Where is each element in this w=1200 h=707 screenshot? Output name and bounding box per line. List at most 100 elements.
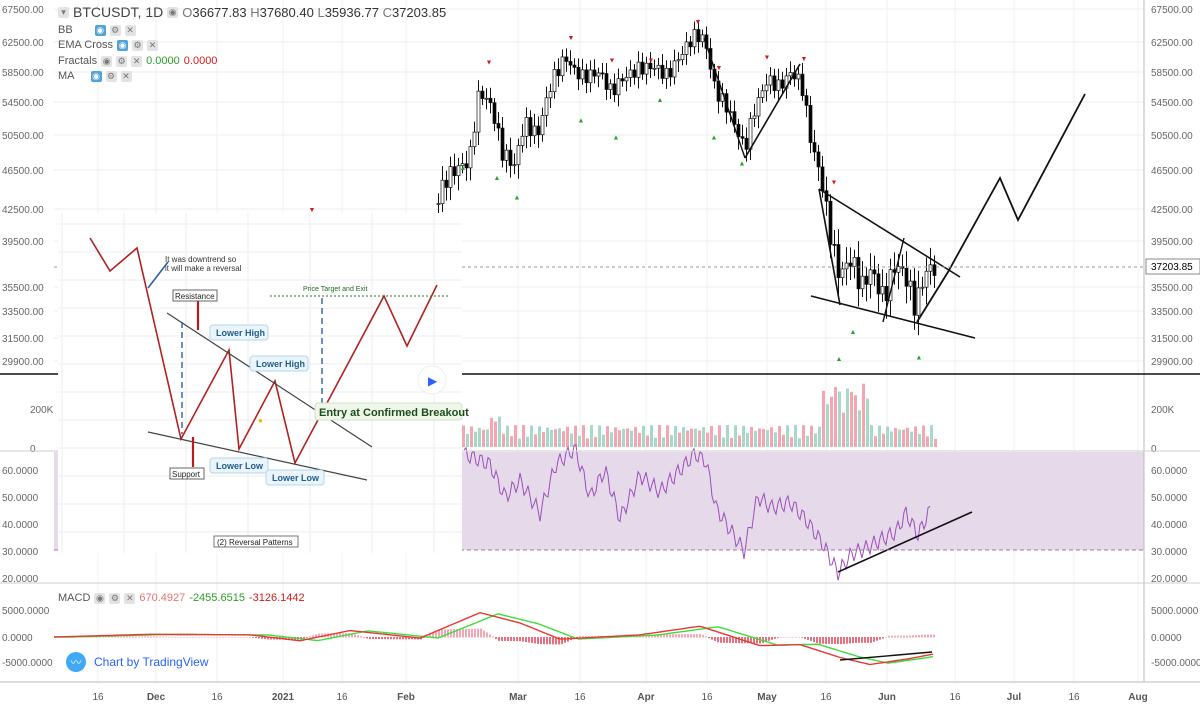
gear-icon[interactable]: ⚙ <box>109 24 121 36</box>
candle-body <box>548 91 553 99</box>
candle-body <box>764 84 769 92</box>
candle-body <box>760 90 765 98</box>
resistance-label: Resistance <box>175 292 215 301</box>
close-icon[interactable]: ✕ <box>147 39 159 51</box>
macd-histogram-bar <box>138 636 140 638</box>
gear-icon[interactable]: ⚙ <box>109 592 121 604</box>
star-mark: ● <box>258 416 263 425</box>
price-tick-left: 31500.00 <box>2 334 44 345</box>
volume-bar <box>690 428 693 447</box>
candle-body <box>472 131 477 148</box>
macd-histogram-bar <box>456 629 458 638</box>
macd-histogram-bar <box>234 636 236 638</box>
close-icon[interactable]: ✕ <box>131 55 143 67</box>
macd-histogram-bar <box>738 637 740 644</box>
macd-histogram-bar <box>315 634 317 638</box>
volume-bar <box>766 430 769 447</box>
candle-body <box>476 90 481 133</box>
candle-body <box>464 163 469 169</box>
macd-histogram-bar <box>660 634 662 638</box>
macd-histogram-bar <box>360 636 362 638</box>
fractal-marks: ▼ ▼ ▼ ▼ ▼ ▼ ▼ ▼ ▼ ▲ ▲ ▲ ▲ ▲ ▲ ▲ ▲ ▲ ▲ ▲ ▼ <box>309 19 923 363</box>
volume-bar <box>694 428 697 447</box>
price-tick-right: 67500.00 <box>1151 5 1193 16</box>
macd-histogram-bar <box>672 634 674 638</box>
candle-body <box>600 72 605 75</box>
close-icon[interactable]: ✕ <box>124 592 136 604</box>
fractal-down-mark: ▲ <box>494 175 501 182</box>
candle-body <box>608 83 613 90</box>
time-axis: 16 Dec 16 2021 16 Feb Mar 16 Apr 16 May 16 Jun 16 Jul 1… <box>0 681 1200 703</box>
macd-histogram-bar <box>135 636 137 638</box>
candle-body <box>448 166 453 188</box>
macd-histogram-bar <box>507 637 509 642</box>
volume-bar <box>526 436 529 447</box>
macd-histogram-bar <box>285 637 287 640</box>
lower-low-label: Lower Low <box>216 461 264 471</box>
macd-histogram-bar <box>669 634 671 638</box>
macd-histogram-bar <box>303 637 305 639</box>
volume-bar <box>758 428 761 447</box>
fractal-up-mark: ▼ <box>309 207 316 214</box>
macd-histogram-bar <box>249 636 251 638</box>
collapse-icon[interactable]: ▾ <box>58 6 69 18</box>
close-icon[interactable]: ✕ <box>124 24 136 36</box>
candle-body <box>560 56 565 77</box>
macd-histogram-bar <box>390 637 392 640</box>
volume-bar <box>654 437 657 447</box>
macd-histogram-bar <box>861 637 863 643</box>
volume-bar <box>594 437 597 447</box>
candle-body <box>612 83 617 96</box>
macd-histogram-bar <box>510 637 512 642</box>
tradingview-badge[interactable]: 〰 Chart by TradingView <box>66 652 209 672</box>
candle-body <box>652 67 657 70</box>
candle-body <box>672 60 677 78</box>
eye-icon[interactable]: ◉ <box>94 24 106 36</box>
macd-histogram-bar <box>906 635 908 638</box>
legend-bb: BB ◉ ⚙ ✕ <box>58 24 136 36</box>
candle-body <box>664 67 669 79</box>
macd-histogram-bar <box>222 636 224 638</box>
macd-histogram-bar <box>441 629 443 638</box>
eye-icon[interactable]: ◉ <box>167 6 179 18</box>
volume-bar <box>778 426 781 447</box>
price-tick-right: 46500.00 <box>1151 166 1193 177</box>
macd-histogram-bar <box>333 633 335 638</box>
candle-body <box>824 190 829 202</box>
eye-icon[interactable]: ◉ <box>101 55 113 67</box>
volume-bar <box>498 416 501 447</box>
candle-body <box>440 179 445 205</box>
candle-body <box>676 59 681 62</box>
macd-histogram-bar <box>888 635 890 638</box>
fractal-up-mark: ▼ <box>801 56 808 63</box>
macd-histogram-bar <box>891 635 893 638</box>
gear-icon[interactable]: ⚙ <box>116 55 128 67</box>
time-tick: 2021 <box>272 692 295 703</box>
price-tick-left: 67500.00 <box>2 5 44 16</box>
macd-series <box>53 611 934 666</box>
time-tick: 16 <box>574 692 586 703</box>
eye-icon[interactable]: ◉ <box>117 39 129 51</box>
gear-icon[interactable]: ⚙ <box>105 70 117 82</box>
gear-icon[interactable]: ⚙ <box>132 39 144 51</box>
volume-bar <box>610 432 613 447</box>
ema-label: EMA Cross <box>58 39 114 51</box>
volume-bar <box>822 390 825 447</box>
eye-icon[interactable]: ◉ <box>94 592 106 604</box>
macd-histogram-bar <box>792 636 794 638</box>
volume-bar <box>906 427 909 447</box>
macd-histogram-bar <box>813 637 815 642</box>
candle-body <box>828 200 833 245</box>
macd-histogram-bar <box>855 637 857 643</box>
macd-histogram-bar <box>576 637 578 638</box>
candle-body <box>832 244 837 246</box>
candle-body <box>648 62 653 70</box>
close-icon[interactable]: ✕ <box>120 70 132 82</box>
eye-icon[interactable]: ◉ <box>90 70 102 82</box>
volume-bar <box>666 425 669 447</box>
macd-histogram-bar <box>579 636 581 638</box>
price-tick-left: 46500.00 <box>2 166 44 177</box>
volume-bar <box>538 426 541 447</box>
candle-body <box>684 41 689 55</box>
